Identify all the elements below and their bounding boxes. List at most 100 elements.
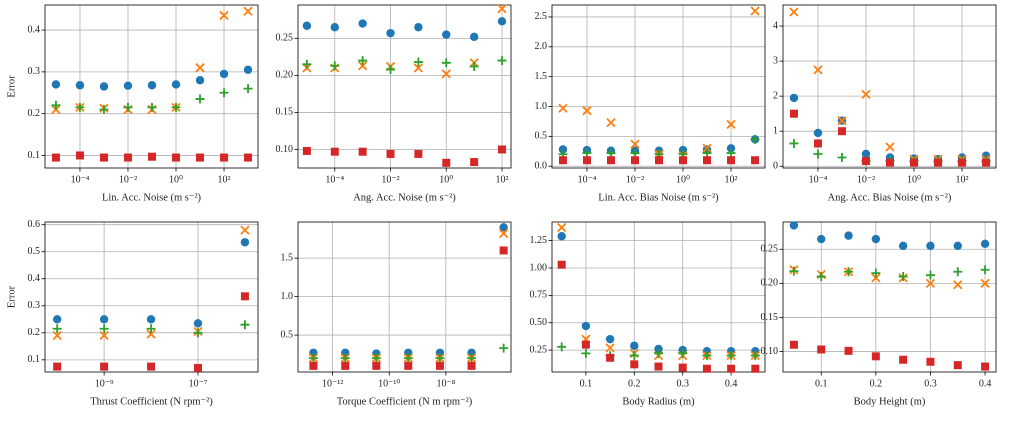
x-tick-label: 10² <box>956 174 969 185</box>
y-tick-label: 1.0 <box>281 291 294 302</box>
point <box>243 65 253 74</box>
x-axis-label: Body Height (m) <box>854 396 926 407</box>
point <box>403 353 413 363</box>
point <box>123 102 133 112</box>
point <box>308 353 318 363</box>
y-tick-label: 0.25 <box>276 33 294 44</box>
x-tick-label: 10⁻⁸ <box>436 378 455 389</box>
point <box>309 361 318 370</box>
x-axis-label: Ang. Acc. Noise (m s⁻²) <box>353 192 456 203</box>
x-tick-label: 10⁻⁹ <box>95 378 114 389</box>
point <box>340 353 350 363</box>
point <box>557 342 567 352</box>
point <box>958 158 967 167</box>
point <box>52 315 62 324</box>
x-tick-label: 10² <box>725 174 738 185</box>
point <box>99 82 109 91</box>
y-tick-label: 0.10 <box>761 346 779 357</box>
point <box>499 343 509 353</box>
point <box>358 61 368 71</box>
point <box>726 144 736 153</box>
point <box>750 351 760 361</box>
x-tick-label: 10⁻² <box>381 174 399 185</box>
point <box>581 321 591 331</box>
point <box>497 56 507 66</box>
point <box>630 148 640 158</box>
subplot: 0.10 0.15 0.20 0.25 10⁻⁴ 10⁻² 10⁰ 10² Ang. Acc. … <box>276 4 512 203</box>
point <box>813 65 823 75</box>
subplot: 0.1 0.2 0.3 0.4 0.5 0.6 10⁻⁹ 10⁻⁷ Thrust Coeffic… <box>6 219 259 407</box>
point <box>679 156 688 165</box>
subplot: 0.0 0.5 1.0 1.5 2.0 2.5 10⁻⁴ 10⁻² 10⁰ 10² Lin. Acc… <box>535 4 766 203</box>
point <box>817 234 826 244</box>
point <box>813 128 823 138</box>
point <box>413 57 423 67</box>
point <box>727 364 736 373</box>
point <box>654 348 663 358</box>
point <box>751 364 760 373</box>
point <box>171 80 181 89</box>
point <box>871 273 881 283</box>
point <box>726 119 736 130</box>
point <box>885 158 894 167</box>
point <box>341 361 350 370</box>
point <box>837 127 846 136</box>
point <box>630 360 639 369</box>
y-tick-label: 2.0 <box>535 41 548 52</box>
point <box>630 139 640 149</box>
point <box>442 30 451 39</box>
subplot: 0 1 2 3 4 10⁻⁴ 10⁻² 10⁰ 10² Ang. Acc. Bias Noise … <box>773 4 997 203</box>
point <box>981 362 990 371</box>
y-tick-label: 0.20 <box>761 278 779 289</box>
point <box>193 319 203 328</box>
point <box>147 102 157 112</box>
point <box>606 156 615 165</box>
point <box>606 353 615 362</box>
point <box>871 352 880 361</box>
point <box>386 28 395 38</box>
x-tick-label: 10⁻⁴ <box>809 174 828 185</box>
point <box>789 266 799 276</box>
point <box>330 147 339 156</box>
y-tick-label: 0.1 <box>28 150 41 161</box>
x-tick-label: 10⁻¹⁰ <box>378 378 400 389</box>
axes-frame <box>44 221 259 373</box>
point <box>51 100 61 110</box>
y-tick-label: 0.1 <box>28 354 41 365</box>
point <box>581 348 591 358</box>
x-tick-label: 10⁰ <box>907 174 921 185</box>
x-tick-label: 10⁰ <box>676 174 690 185</box>
point <box>99 324 109 334</box>
point <box>605 343 615 353</box>
point <box>497 17 507 26</box>
point <box>219 88 229 98</box>
point <box>442 158 451 167</box>
point <box>789 109 798 118</box>
x-tick-label: 10⁻⁷ <box>189 378 208 389</box>
y-tick-label: 0.15 <box>276 107 294 118</box>
point <box>302 21 312 30</box>
point <box>146 329 156 339</box>
subplot: 0.25 0.50 0.75 1.00 1.25 0.1 0.2 0.3 0.4 Body Rad… <box>530 221 766 407</box>
point <box>441 69 451 79</box>
point <box>558 103 568 113</box>
y-tick-label: 0.5 <box>535 131 548 142</box>
point <box>99 330 109 341</box>
point <box>630 156 639 165</box>
point <box>499 223 508 232</box>
y-tick-label: 2 <box>773 90 778 101</box>
x-tick-label: 0.3 <box>924 378 937 389</box>
point <box>467 353 477 363</box>
point <box>582 148 592 158</box>
point <box>953 280 963 290</box>
axes-frame <box>782 221 997 373</box>
point <box>702 364 711 373</box>
y-tick-label: 4 <box>773 20 778 31</box>
point <box>52 330 62 341</box>
point <box>469 32 479 42</box>
point <box>702 351 712 361</box>
point <box>789 138 799 148</box>
point <box>193 328 203 338</box>
point <box>630 341 639 350</box>
point <box>435 353 445 363</box>
